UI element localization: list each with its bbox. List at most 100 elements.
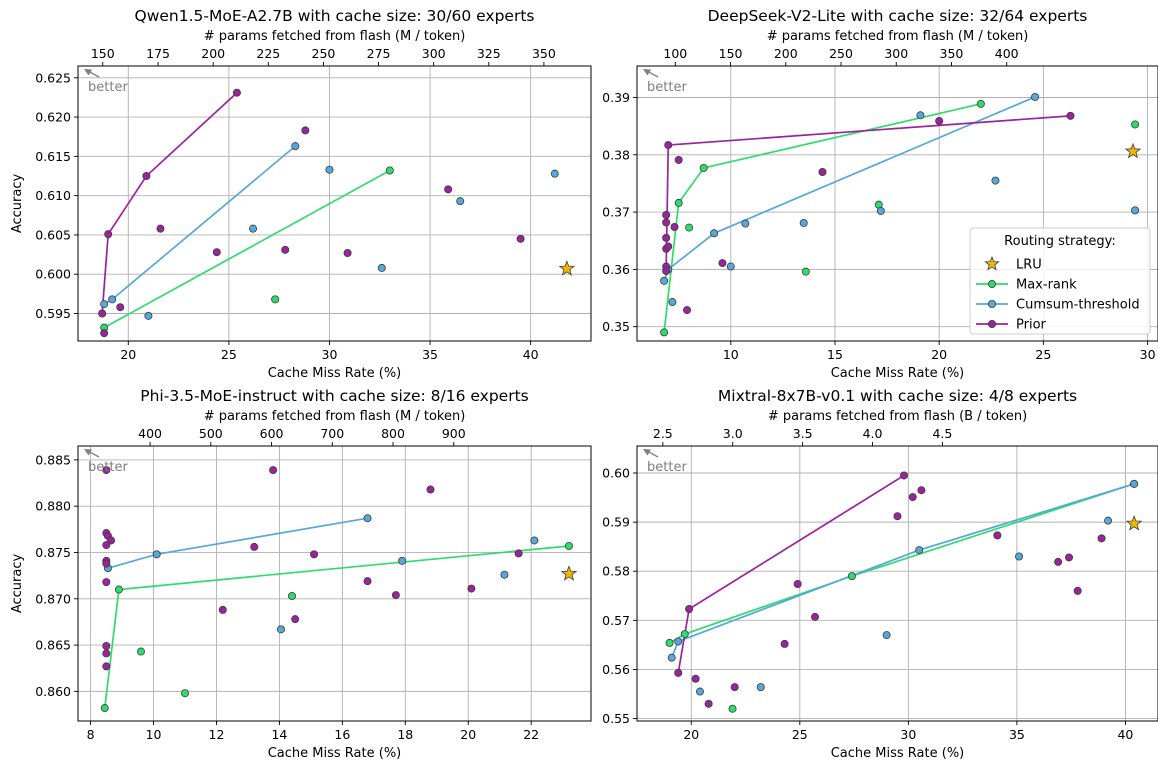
- y-tick-label: 0.35: [602, 319, 630, 334]
- data-point-max-rank: [976, 99, 985, 108]
- y-tick-label: 0.625: [35, 70, 71, 85]
- top-x-tick-label: 700: [320, 426, 344, 441]
- y-axis-label: Accuracy: [10, 174, 25, 234]
- data-point-cumsum-threshold: [915, 546, 924, 555]
- x-tick-label: 25: [221, 347, 237, 362]
- x-tick-label: 15: [827, 347, 843, 362]
- data-point-cumsum-threshold: [249, 224, 258, 233]
- data-point-cumsum-threshold: [1104, 516, 1113, 525]
- data-point-prior: [685, 605, 694, 614]
- data-point-prior: [102, 466, 111, 475]
- x-tick-label: 35: [422, 347, 438, 362]
- y-tick-label: 0.600: [35, 267, 71, 282]
- top-x-tick-label: 200: [774, 46, 798, 61]
- chart-title: Qwen1.5-MoE-A2.7B with cache size: 30/60…: [135, 7, 535, 25]
- data-point-cumsum-threshold: [876, 206, 885, 215]
- data-point-cumsum-threshold: [456, 197, 465, 206]
- x-tick-label: 14: [271, 727, 287, 742]
- top-x-tick-label: 175: [146, 46, 170, 61]
- series-line-cumsum-threshold: [107, 517, 368, 570]
- data-point-prior: [662, 210, 671, 219]
- plot-frame: [77, 65, 592, 342]
- data-point-max-rank: [847, 572, 856, 581]
- data-point-prior: [100, 329, 109, 338]
- y-tick-label: 0.59: [602, 515, 630, 530]
- x-tick-label: 22: [523, 727, 539, 742]
- data-point-prior: [793, 579, 802, 588]
- y-axis-label: Accuracy: [10, 554, 25, 614]
- data-point-max-rank: [100, 704, 109, 713]
- data-point-prior: [310, 550, 319, 559]
- data-point-max-rank: [181, 689, 190, 698]
- x-tick-label: 20: [931, 347, 947, 362]
- data-point-prior: [301, 126, 310, 135]
- data-point-prior: [291, 615, 300, 624]
- data-point-max-rank: [271, 295, 280, 304]
- data-point-cumsum-threshold: [291, 142, 300, 151]
- data-point-cumsum-threshold: [756, 683, 765, 692]
- top-x-tick-label: 150: [91, 46, 115, 61]
- data-point-prior: [218, 605, 227, 614]
- legend-marker-lru: [984, 255, 1000, 271]
- top-x-tick-label: 225: [256, 46, 280, 61]
- data-point-prior: [1054, 557, 1063, 566]
- legend-marker-cumsum-threshold: [988, 299, 997, 308]
- data-point-prior: [467, 584, 476, 593]
- x-tick-label: 35: [1009, 727, 1025, 742]
- series-line-max-rank: [103, 169, 391, 329]
- top-x-tick-label: 250: [829, 46, 853, 61]
- legend-label-max-rank: Max-rank: [1016, 278, 1077, 293]
- data-point-cumsum-threshold: [1015, 552, 1024, 561]
- data-point-cumsum-threshold: [398, 556, 407, 565]
- data-point-max-rank: [674, 198, 683, 207]
- x-tick-label: 20: [460, 727, 476, 742]
- chart-panel-4: 20 25 30 35 40 0.55 0.56 0.57 0.58 0.59 0.60 2.5 3.0…: [602, 387, 1158, 761]
- data-point-prior: [156, 224, 165, 233]
- data-point-cumsum-threshold: [530, 536, 539, 545]
- data-point-prior: [232, 88, 241, 97]
- data-point-prior: [662, 233, 671, 242]
- data-point-max-rank: [114, 585, 123, 594]
- data-point-prior: [269, 466, 278, 475]
- chart-panel-1: 20 25 30 35 40 0.595 0.600 0.605 0.610 0.615 0.620…: [10, 7, 592, 381]
- legend: Routing strategy: LRU Max-rank Cumsum-thres…: [969, 227, 1151, 335]
- x-tick-label: 25: [1035, 347, 1051, 362]
- data-point-prior: [444, 185, 453, 194]
- data-point-cumsum-threshold: [550, 169, 559, 178]
- data-point-prior: [683, 306, 692, 315]
- data-point-prior: [704, 699, 713, 708]
- x-axis-label: Cache Miss Rate (%): [268, 746, 402, 761]
- top-x-tick-label: 2.5: [653, 426, 673, 441]
- data-point-prior: [98, 309, 107, 318]
- data-point-prior: [102, 649, 111, 658]
- data-point-max-rank: [801, 267, 810, 276]
- top-x-tick-label: 4.5: [932, 426, 952, 441]
- top-x-axis-label: # params fetched from flash (M / token): [204, 29, 466, 44]
- y-tick-label: 0.615: [35, 149, 71, 164]
- data-point-prior: [674, 668, 683, 677]
- top-x-tick-label: 100: [663, 46, 687, 61]
- top-x-tick-label: 350: [940, 46, 964, 61]
- y-tick-label: 0.880: [35, 499, 71, 514]
- data-point-prior: [662, 267, 671, 276]
- data-point-prior: [718, 259, 727, 268]
- data-point-prior: [674, 155, 683, 164]
- y-tick-label: 0.870: [35, 591, 71, 606]
- top-x-tick-label: 3.5: [793, 426, 813, 441]
- legend-title: Routing strategy:: [1004, 234, 1116, 249]
- chart-panel-2: 10 15 20 25 30 0.35 0.36 0.37 0.38 0.39 100 150 200 2…: [602, 7, 1158, 381]
- data-point-prior: [664, 242, 673, 251]
- top-x-tick-label: 350: [532, 46, 556, 61]
- series-line-cumsum-threshold: [103, 145, 296, 305]
- top-x-tick-label: 800: [381, 426, 405, 441]
- series-line-prior: [677, 474, 905, 674]
- data-point-max-rank: [680, 630, 689, 639]
- data-point-prior: [514, 549, 523, 558]
- data-point-cumsum-threshold: [660, 276, 669, 285]
- better-label: better: [88, 460, 128, 475]
- top-x-tick-label: 500: [199, 426, 223, 441]
- series-line-max-rank: [663, 102, 982, 333]
- y-tick-label: 0.56: [602, 662, 630, 677]
- top-x-tick-label: 400: [995, 46, 1019, 61]
